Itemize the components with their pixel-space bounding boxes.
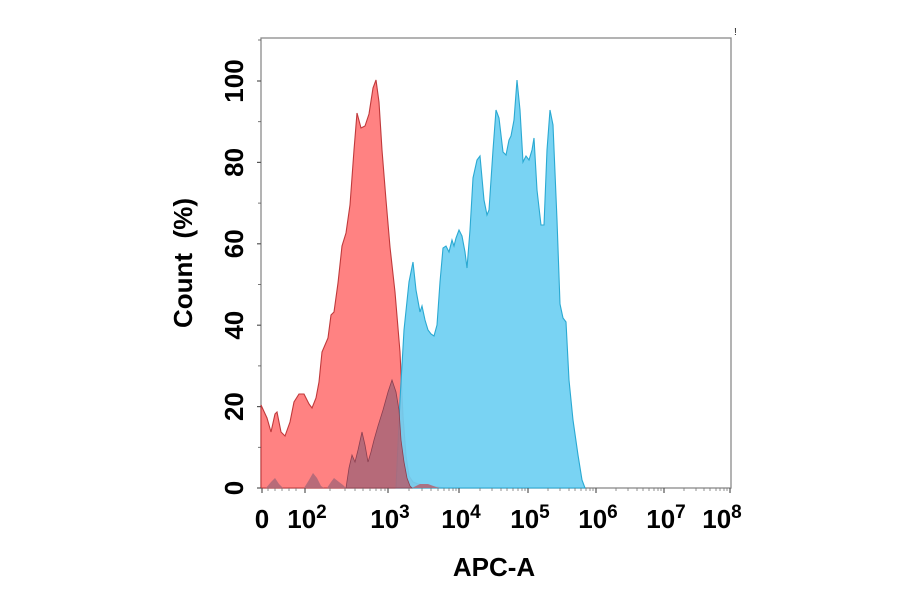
x-axis xyxy=(261,488,731,493)
svg-text:104: 104 xyxy=(441,502,481,534)
svg-text:60: 60 xyxy=(219,229,249,258)
series-target xyxy=(395,79,586,489)
svg-text:107: 107 xyxy=(646,502,686,534)
x-axis-title: APC-A xyxy=(453,552,536,582)
x-tick-labels: 0 102 103 104 105 106 107 108 xyxy=(255,502,742,534)
svg-text:105: 105 xyxy=(510,502,550,534)
series-overlap xyxy=(345,378,413,489)
overlap-low-bumps xyxy=(266,473,440,488)
y-tick-labels: 0 20 40 60 80 100 xyxy=(219,59,249,495)
svg-text:102: 102 xyxy=(287,502,327,534)
x-minor-ticks xyxy=(267,488,728,491)
y-axis xyxy=(257,39,261,489)
svg-text:106: 106 xyxy=(578,502,618,534)
svg-text:108: 108 xyxy=(702,502,742,534)
svg-text:40: 40 xyxy=(219,311,249,340)
corner-mark: ! xyxy=(734,27,737,38)
svg-text:100: 100 xyxy=(219,59,249,102)
svg-text:0: 0 xyxy=(255,504,269,534)
svg-text:80: 80 xyxy=(219,148,249,177)
svg-text:0: 0 xyxy=(219,481,249,495)
svg-text:20: 20 xyxy=(219,392,249,421)
svg-text:103: 103 xyxy=(370,502,410,534)
y-axis-title: Count (%) xyxy=(168,198,198,328)
